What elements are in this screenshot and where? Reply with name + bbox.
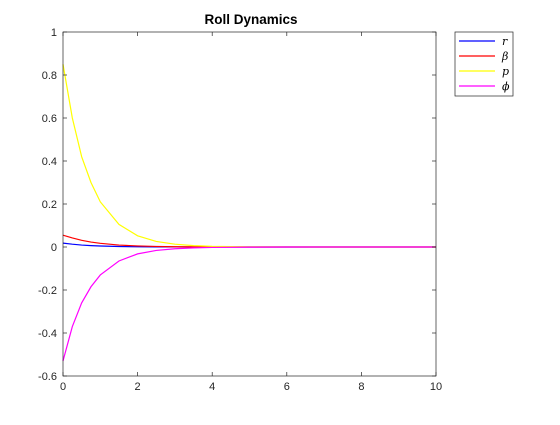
y-tick-label: 0.2 (42, 199, 57, 211)
y-tick-label: 0.6 (42, 113, 57, 125)
y-tick-label: 0.4 (42, 156, 57, 168)
legend-box (454, 31, 514, 97)
legend-label-2: p (502, 65, 509, 78)
series-group (62, 64, 436, 362)
x-tick-label: 4 (209, 381, 215, 393)
axes-group: 0 2 4 6 8 10 -0.6 -0.4 -0.2 0 0.2 0.4 0.6 0.8 1 (38, 27, 442, 393)
y-tick-label: -0.4 (38, 328, 57, 340)
x-tick-label: 10 (430, 381, 442, 393)
y-tick-label: 0.8 (42, 70, 57, 82)
series-line-3 (62, 246, 436, 362)
y-tick-label: -0.2 (38, 285, 57, 297)
legend-label-0: r (502, 35, 508, 48)
x-tick-label: 2 (135, 381, 141, 393)
y-tick-label: 1 (51, 27, 57, 39)
legend-label-1: β (501, 50, 508, 63)
x-tick-label: 0 (60, 381, 66, 393)
x-tick-label: 8 (358, 381, 364, 393)
y-tick-label: -0.6 (38, 371, 57, 383)
x-tick-label: 6 (284, 381, 290, 393)
legend-label-3: ϕ (502, 80, 510, 93)
chart-title: Roll Dynamics (204, 12, 297, 27)
plot-area (63, 32, 436, 376)
y-tick-label: 0 (51, 242, 57, 254)
